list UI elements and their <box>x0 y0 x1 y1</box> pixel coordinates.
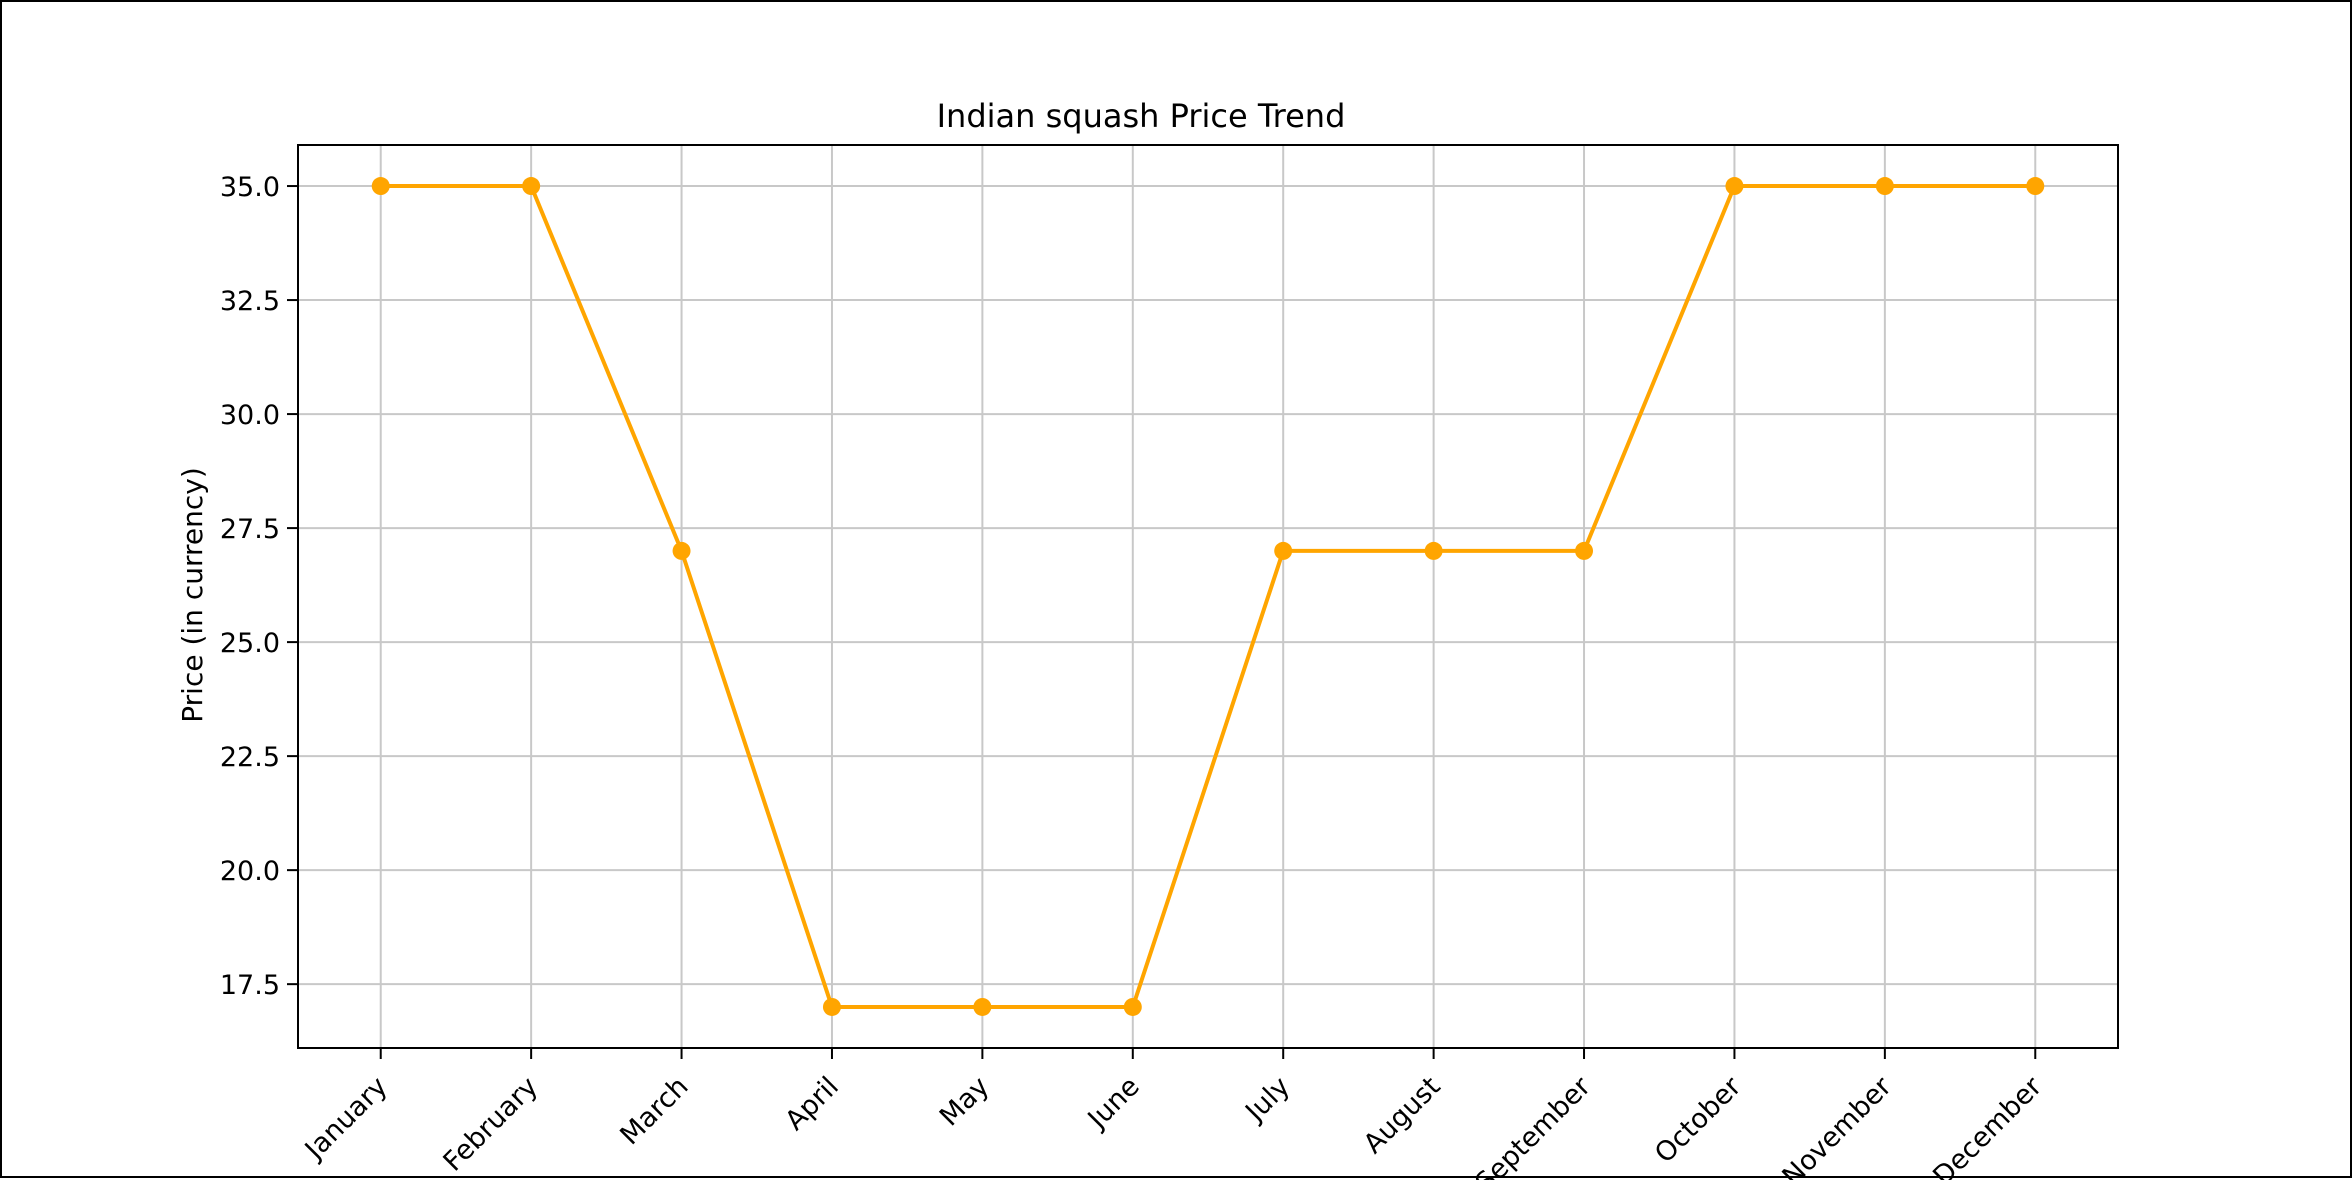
x-tick-label: April <box>779 1071 845 1137</box>
data-point <box>1875 177 1894 196</box>
y-axis-label: Price (in currency) <box>176 467 209 722</box>
x-tick-label: February <box>438 1071 545 1178</box>
x-tick-label: January <box>298 1071 394 1167</box>
plot-area <box>297 144 2119 1049</box>
x-tick-label: March <box>614 1071 694 1151</box>
data-point <box>1575 541 1594 560</box>
grid-lines <box>298 145 2118 1048</box>
data-point <box>672 541 691 560</box>
y-tick-label: 20.0 <box>220 856 280 887</box>
data-point <box>1424 541 1443 560</box>
y-tick-label: 25.0 <box>220 628 280 659</box>
data-point <box>371 177 390 196</box>
data-point <box>973 997 992 1016</box>
y-tick-label: 32.5 <box>220 286 280 317</box>
data-point <box>2026 177 2045 196</box>
x-tick-label: August <box>1358 1071 1447 1160</box>
data-point <box>1123 997 1142 1016</box>
series-layer <box>371 177 2045 1016</box>
x-tick-label: November <box>1777 1070 1899 1180</box>
data-point <box>822 997 841 1016</box>
x-tick-label: October <box>1649 1070 1748 1169</box>
x-tick-label: July <box>1238 1071 1296 1129</box>
axis-ticks: 17.5 20.0 22.5 25.0 27.5 30.0 32.5 35.0 January F… <box>220 172 2049 1180</box>
y-tick-label: 27.5 <box>220 514 280 545</box>
y-tick-label: 35.0 <box>220 172 280 203</box>
chart-title: Indian squash Price Trend <box>937 97 1346 135</box>
x-tick-label: September <box>1470 1070 1598 1180</box>
y-tick-label: 30.0 <box>220 400 280 431</box>
y-tick-label: 22.5 <box>220 742 280 773</box>
data-point <box>1274 541 1293 560</box>
y-tick-label: 17.5 <box>220 970 280 1001</box>
x-tick-label: December <box>1927 1070 2049 1180</box>
x-tick-label: June <box>1081 1071 1146 1136</box>
data-point <box>1725 177 1744 196</box>
data-point <box>522 177 541 196</box>
x-tick-label: May <box>934 1071 995 1132</box>
series-line <box>380 184 2036 1009</box>
